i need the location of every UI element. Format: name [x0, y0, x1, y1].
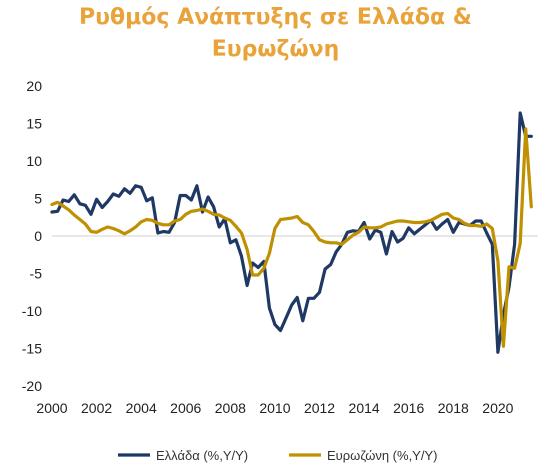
y-tick-label: -10	[22, 303, 42, 319]
y-tick-label: 15	[26, 116, 42, 132]
x-tick-label: 2004	[126, 400, 157, 416]
series-line-eurozone	[50, 127, 533, 348]
legend-label-greece: Ελλάδα (%,Y/Y)	[156, 448, 248, 463]
x-tick-label: 2010	[259, 400, 290, 416]
x-tick-label: 2006	[170, 400, 201, 416]
x-tick-label: 2020	[482, 400, 513, 416]
x-tick-label: 2014	[349, 400, 380, 416]
x-tick-label: 2002	[81, 400, 112, 416]
chart-title-line1: Ρυθμός Ανάπτυξης σε Ελλάδα &	[79, 5, 472, 30]
y-tick-label: 20	[26, 78, 42, 94]
series-line-greece	[50, 111, 533, 354]
y-tick-label: -15	[22, 341, 42, 357]
y-tick-label: 0	[34, 228, 42, 244]
legend-label-eurozone: Ευρωζώνη (%,Y/Y)	[327, 448, 437, 463]
y-tick-label: 5	[34, 191, 42, 207]
x-tick-label: 2016	[393, 400, 424, 416]
x-tick-label: 2012	[304, 400, 335, 416]
x-tick-label: 2018	[438, 400, 469, 416]
x-tick-label: 2008	[215, 400, 246, 416]
x-tick-label: 2000	[36, 400, 67, 416]
y-tick-label: -5	[30, 266, 43, 282]
y-tick-label: -20	[22, 378, 42, 394]
y-tick-label: 10	[26, 153, 42, 169]
chart-title-line2: Ευρωζώνη	[211, 37, 340, 62]
